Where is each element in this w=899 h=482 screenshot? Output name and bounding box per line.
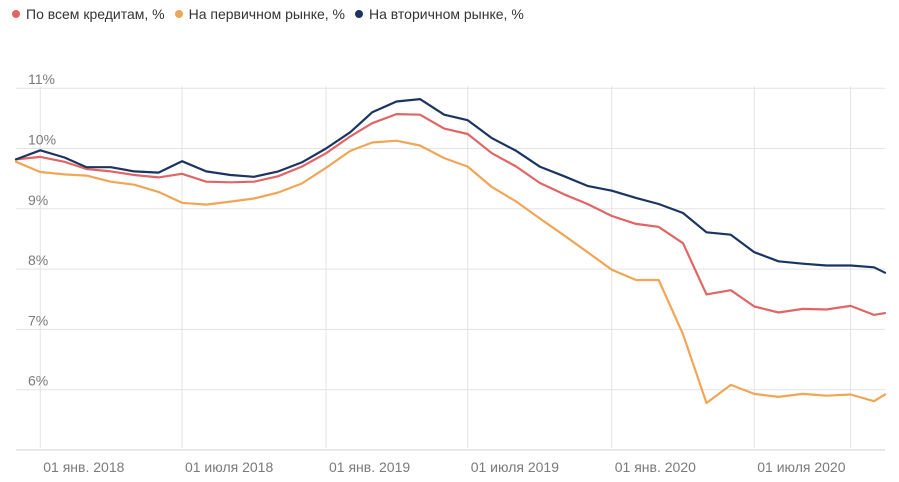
y-tick-label: 7%	[28, 312, 48, 328]
x-tick-label: 01 июля 2018	[185, 459, 273, 475]
series-line-secondary-market[interactable]	[14, 97, 887, 274]
x-tick-label: 01 янв. 2019	[329, 459, 410, 475]
legend-label-primary-market: На первичном рынке, %	[188, 6, 345, 22]
legend-item-secondary-market[interactable]: На вторичном рынке, %	[355, 6, 524, 22]
x-tick-label: 01 июля 2019	[471, 459, 559, 475]
series-line-primary-market[interactable]	[14, 139, 887, 405]
y-tick-label: 11%	[28, 71, 55, 87]
legend-item-primary-market[interactable]: На первичном рынке, %	[174, 6, 345, 22]
y-tick-label: 8%	[28, 252, 48, 268]
legend-marker-primary-market	[174, 10, 183, 18]
legend-label-secondary-market: На вторичном рынке, %	[369, 6, 524, 22]
legend-item-all-loans[interactable]: По всем кредитам, %	[12, 6, 165, 22]
y-axis-ticks: 6% 7% 8% 9% 10% 11%	[28, 71, 56, 389]
chart-legend: По всем кредитам, % На первичном рынке, …	[12, 4, 534, 24]
series-line-all-loans[interactable]	[14, 112, 887, 316]
series-lines	[14, 97, 887, 405]
y-tick-label: 10%	[28, 132, 56, 148]
x-tick-label: 01 июля 2020	[757, 459, 845, 475]
y-tick-label: 6%	[28, 373, 48, 389]
legend-label-all-loans: По всем кредитам, %	[26, 6, 165, 22]
x-tick-label: 01 янв. 2020	[615, 459, 696, 475]
x-axis-ticks: 01 янв. 2018 01 июля 2018 01 янв. 2019 01 и…	[43, 459, 845, 475]
legend-marker-all-loans	[12, 10, 20, 18]
grid-lines	[16, 86, 885, 451]
legend-marker-secondary-market	[355, 10, 363, 18]
y-tick-label: 9%	[28, 192, 48, 208]
x-tick-label: 01 янв. 2018	[43, 459, 124, 475]
